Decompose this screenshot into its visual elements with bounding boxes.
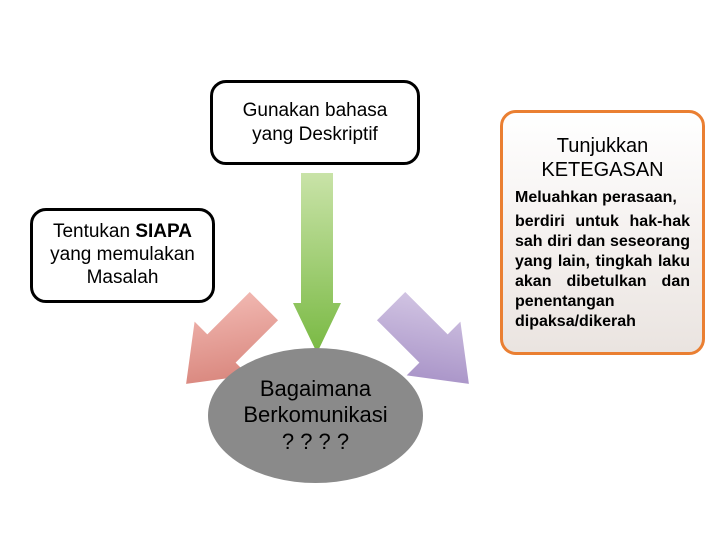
node-top: Gunakan bahasa yang Deskriptif — [210, 80, 420, 165]
node-left: Tentukan SIAPA yang memulakan Masalah — [30, 208, 215, 303]
node-top-text: Gunakan bahasa yang Deskriptif — [225, 99, 405, 147]
node-right-body: berdiri untuk hak-hak sah diri dan seseo… — [515, 212, 690, 332]
arrow-green — [293, 173, 341, 353]
node-center: Bagaimana Berkomunikasi ? ? ? ? — [208, 348, 423, 483]
node-right-line1: Meluahkan perasaan, — [515, 188, 690, 208]
node-left-line3: Masalah — [87, 267, 159, 290]
center-line3: ? ? ? ? — [282, 429, 349, 455]
node-left-line1: Tentukan SIAPA — [53, 221, 192, 244]
center-line2: Berkomunikasi — [243, 402, 387, 428]
center-line1: Bagaimana — [260, 376, 371, 402]
node-right: Tunjukkan KETEGASAN Meluahkan perasaan, … — [500, 110, 705, 355]
node-left-line2: yang memulakan — [50, 244, 195, 267]
node-right-title: Tunjukkan KETEGASAN — [515, 134, 690, 182]
